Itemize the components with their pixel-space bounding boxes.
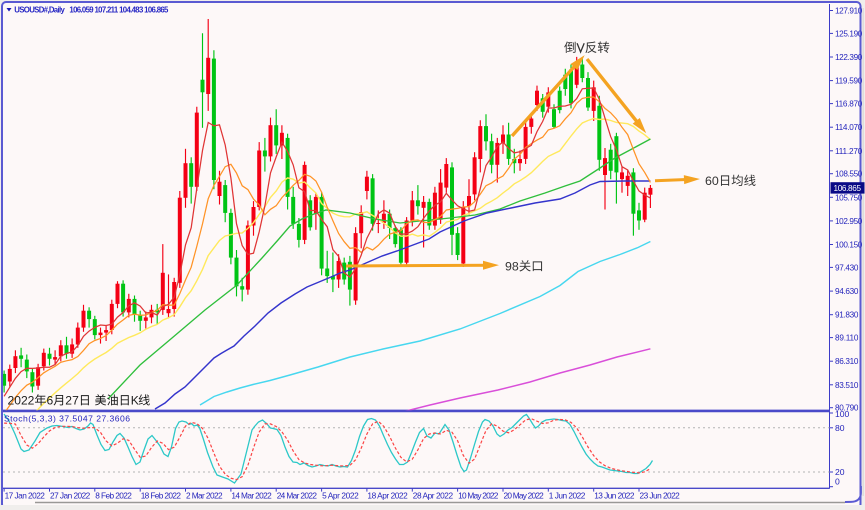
svg-text:108.550: 108.550	[835, 170, 863, 179]
svg-text:0: 0	[835, 476, 840, 486]
svg-text:106.865: 106.865	[834, 184, 862, 193]
svg-text:98: 98	[505, 260, 519, 274]
svg-text:80: 80	[835, 423, 845, 433]
svg-text:86.310: 86.310	[835, 357, 859, 366]
svg-text:100: 100	[835, 409, 850, 419]
svg-text:28 Apr 2022: 28 Apr 2022	[413, 491, 454, 501]
svg-text:5 Apr 2022: 5 Apr 2022	[322, 491, 359, 501]
svg-text:60: 60	[705, 174, 719, 188]
svg-text:91.830: 91.830	[835, 311, 859, 320]
svg-text:125.190: 125.190	[835, 29, 863, 38]
svg-text:2022: 2022	[8, 394, 35, 408]
svg-text:10 May 2022: 10 May 2022	[458, 491, 499, 501]
svg-text:14 Mar 2022: 14 Mar 2022	[231, 491, 272, 501]
svg-text:105.750: 105.750	[835, 193, 863, 202]
svg-text:111.270: 111.270	[835, 147, 863, 156]
svg-text:83.510: 83.510	[835, 381, 859, 390]
svg-text:20 May 2022: 20 May 2022	[504, 491, 545, 501]
svg-text:27: 27	[65, 394, 79, 408]
svg-text:100.150: 100.150	[835, 241, 863, 250]
svg-text:94.630: 94.630	[835, 287, 859, 296]
svg-text:18 Feb 2022: 18 Feb 2022	[141, 491, 182, 501]
svg-text:127.910: 127.910	[835, 7, 863, 16]
svg-text:1 Jun 2022: 1 Jun 2022	[549, 491, 586, 501]
svg-text:24 Mar 2022: 24 Mar 2022	[277, 491, 318, 501]
svg-text:114.070: 114.070	[835, 123, 863, 132]
svg-text:18 Apr 2022: 18 Apr 2022	[367, 491, 408, 501]
svg-text:USOUSD#,Daily: USOUSD#,Daily	[14, 6, 65, 15]
svg-text:119.590: 119.590	[835, 77, 863, 86]
svg-text:17 Jan 2022: 17 Jan 2022	[5, 491, 46, 501]
svg-text:102.950: 102.950	[835, 217, 863, 226]
svg-text:K: K	[131, 394, 139, 408]
svg-text:97.430: 97.430	[835, 263, 859, 272]
svg-text:27 Jan 2022: 27 Jan 2022	[50, 491, 91, 501]
svg-text:80.790: 80.790	[835, 404, 859, 413]
svg-text:106.059 107.211 104.483 106.86: 106.059 107.211 104.483 106.865	[69, 6, 169, 15]
svg-text:122.390: 122.390	[835, 53, 863, 62]
svg-text:2 Mar 2022: 2 Mar 2022	[186, 491, 223, 501]
svg-text:13 Jun 2022: 13 Jun 2022	[594, 491, 635, 501]
svg-text:Stoch(5,3,3) 37.5047 27.3606: Stoch(5,3,3) 37.5047 27.3606	[4, 414, 130, 424]
svg-text:8 Feb 2022: 8 Feb 2022	[95, 491, 132, 501]
svg-text:116.870: 116.870	[835, 100, 863, 109]
svg-text:20: 20	[835, 467, 845, 477]
svg-text:6: 6	[47, 394, 54, 408]
svg-text:89.110: 89.110	[835, 334, 859, 343]
svg-text:23 Jun 2022: 23 Jun 2022	[640, 491, 681, 501]
